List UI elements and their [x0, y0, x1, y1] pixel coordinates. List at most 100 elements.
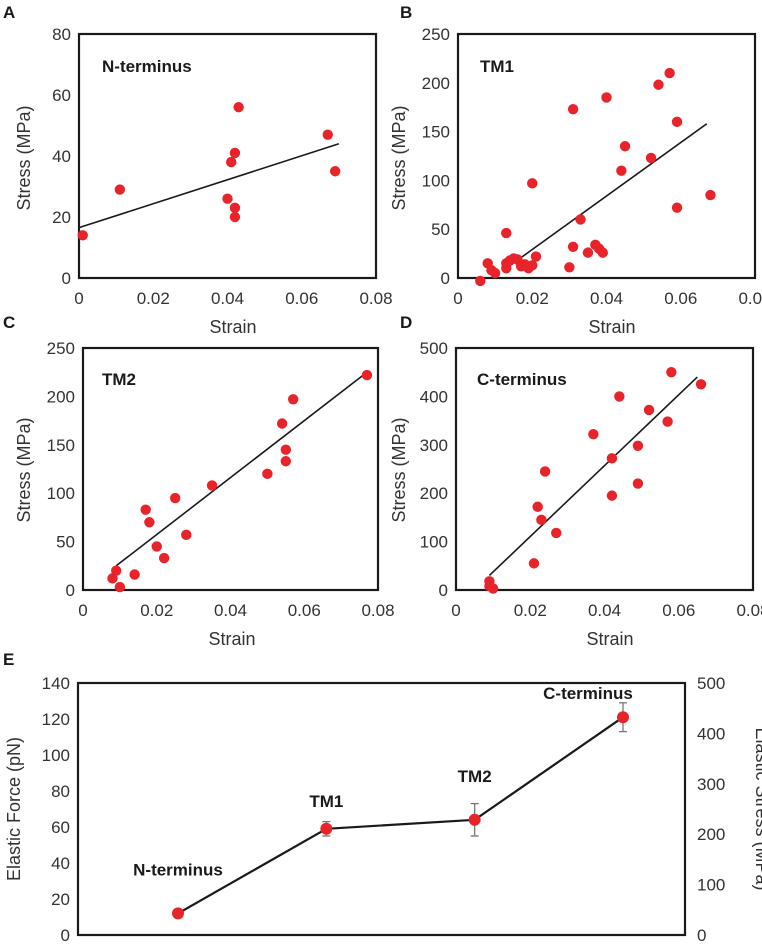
panel-letter: B	[400, 3, 412, 22]
y-tick-label: 0	[66, 581, 75, 600]
x-tick-label: 0.06	[664, 289, 697, 308]
data-point	[567, 103, 579, 115]
data-point	[77, 230, 88, 241]
data-point	[110, 565, 122, 576]
y-tick-label: 80	[51, 782, 70, 801]
panel-a: A 0 20 40 60 80 0 0.02 0.04 0.06 0.08 Strain Stress …	[3, 3, 393, 337]
data-point	[468, 813, 481, 826]
data-point	[320, 822, 333, 835]
trend-line	[488, 376, 698, 577]
x-axis-label: Strain	[208, 629, 255, 649]
data-point	[172, 907, 184, 920]
y-tick-label: 100	[420, 533, 448, 552]
x-tick-label: 0.04	[588, 601, 621, 620]
y-tick-label: 500	[420, 339, 448, 358]
y-tick-label: 140	[42, 674, 70, 693]
y-right-tick-label: 200	[697, 825, 725, 844]
data-point	[614, 391, 625, 402]
data-point	[361, 369, 373, 381]
data-point	[532, 501, 543, 512]
x-tick-label: 0	[451, 601, 460, 620]
y-tick-label: 0	[439, 581, 448, 600]
data-point	[114, 184, 126, 195]
x-tick-label: 0.08	[738, 289, 762, 308]
y-tick-label: 100	[47, 484, 75, 503]
category-label: C-terminus	[543, 684, 633, 703]
data-point	[643, 404, 655, 416]
data-point	[129, 569, 140, 580]
x-tick-label: 0.08	[359, 289, 392, 308]
y-right-tick-label: 300	[697, 775, 725, 794]
data-point	[487, 583, 499, 594]
trend-line	[505, 123, 708, 269]
y-tick-label: 150	[47, 436, 75, 455]
panel-title: TM2	[102, 370, 136, 389]
data-point	[536, 514, 547, 526]
y-axis-label: Elastic Force (pN)	[4, 737, 24, 881]
series-line	[177, 716, 624, 915]
data-point	[501, 227, 512, 239]
panel-letter: E	[3, 650, 14, 669]
data-point	[140, 504, 151, 515]
data-point	[222, 193, 233, 204]
y-tick-label: 100	[42, 746, 70, 765]
x-tick-label: 0	[74, 289, 83, 308]
panel-letter: D	[400, 313, 412, 332]
category-label: TM2	[458, 767, 492, 786]
data-point	[287, 394, 299, 405]
y-tick-label: 200	[47, 387, 75, 406]
data-point	[276, 418, 288, 429]
data-point	[489, 267, 501, 279]
y-tick-label: 40	[52, 147, 71, 166]
trend-line	[115, 374, 364, 567]
panel-letter: A	[3, 3, 15, 22]
trend-line	[78, 143, 340, 229]
data-point	[475, 275, 486, 287]
data-point	[233, 102, 244, 113]
data-point	[666, 367, 677, 378]
data-point	[144, 517, 155, 528]
data-point	[671, 116, 683, 128]
plot-frame	[81, 346, 380, 592]
y-tick-label: 60	[51, 818, 70, 837]
data-point	[582, 247, 594, 258]
y-tick-label: 300	[420, 436, 448, 455]
data-point	[606, 490, 618, 501]
x-tick-label: 0.04	[211, 289, 244, 308]
x-axis-label: Strain	[209, 317, 256, 337]
data-point	[588, 428, 599, 440]
data-point	[705, 189, 716, 201]
x-tick-label: 0.04	[590, 289, 623, 308]
plot-frame	[454, 346, 755, 592]
x-tick-label: 0.02	[137, 289, 170, 308]
y-tick-label: 120	[42, 710, 70, 729]
y-axis-label: Stress (MPa)	[389, 417, 409, 522]
y-tick-label: 0	[62, 269, 71, 288]
x-axis-label: Strain	[586, 629, 633, 649]
data-point	[501, 263, 512, 274]
data-point	[616, 165, 627, 176]
data-point	[527, 178, 538, 189]
data-point	[114, 581, 126, 593]
y-tick-label: 150	[422, 123, 450, 142]
data-point	[262, 468, 273, 480]
y-tick-label: 250	[47, 339, 75, 358]
y-tick-label: 40	[51, 854, 70, 873]
data-point	[564, 262, 575, 273]
data-point	[280, 444, 292, 455]
plot-frame	[77, 32, 378, 280]
data-point	[329, 166, 341, 177]
y-tick-label: 80	[52, 25, 71, 44]
x-tick-label: 0.02	[514, 601, 547, 620]
data-point	[664, 67, 675, 79]
data-point	[229, 147, 241, 159]
y-tick-label: 400	[420, 387, 448, 406]
data-point	[617, 711, 629, 724]
panel-title: TM1	[480, 57, 514, 76]
x-tick-label: 0.08	[361, 601, 394, 620]
panel-letter: C	[3, 313, 15, 332]
plot-frame	[456, 32, 757, 280]
y-axis-label: Stress (MPa)	[14, 417, 34, 522]
data-point	[653, 79, 664, 90]
